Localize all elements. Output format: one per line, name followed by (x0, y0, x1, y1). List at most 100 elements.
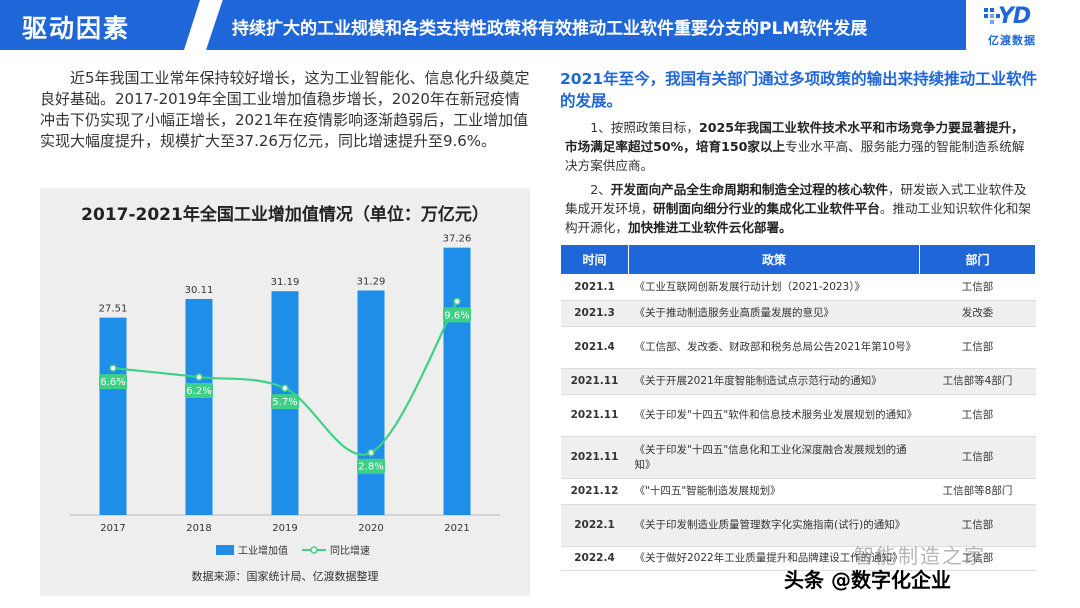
policy-point-2-lead: 2、 (590, 182, 611, 197)
x-tick-label: 2021 (444, 523, 469, 534)
x-tick-label: 2018 (186, 523, 211, 534)
policy-point-2-text-2: 。推动工业知识软件化和架构开源化， (565, 201, 1031, 235)
logo-dots-icon (984, 8, 1000, 24)
row-policy: 《工业互联网创新发展行动计划（2021-2023）》 (628, 274, 920, 301)
row-time: 2021.11 (560, 436, 629, 479)
bar-2020 (357, 290, 385, 515)
growth-rate-label: 6.6% (100, 377, 125, 388)
row-dept: 工信部 (919, 504, 1036, 547)
row-policy: 《"十四五"智能制造发展规划》 (628, 478, 920, 505)
row-policy: 《关于印发"十四五"软件和信息技术服务业发展规划的通知》 (628, 394, 920, 437)
policy-point-2-highlight-1: 开发面向产品全生命周期和制造全过程的核心软件 (610, 182, 888, 197)
legend-line-label: 同比增速 (330, 544, 370, 557)
growth-rate-label-bg (271, 394, 299, 410)
growth-rate-point (281, 384, 289, 392)
policy-point-1-lead: 1、按照政策目标， (590, 120, 699, 135)
bar-value-label: 30.11 (185, 285, 214, 296)
row-policy: 《关于推动制造服务业高质量发展的意见》 (628, 300, 920, 327)
section-label-banner: 驱动因素 (0, 0, 200, 50)
headline-banner: 持续扩大的工业规模和各类支持性政策将有效推动工业软件重要分支的PLM软件发展 (206, 0, 966, 50)
bar-value-label: 31.19 (271, 277, 300, 288)
legend-line-marker (310, 546, 318, 554)
intro-paragraph: 近5年我国工业常年保持较好增长，这为工业智能化、信息化升级奠定良好基础。2017… (40, 69, 530, 150)
page-header: 驱动因素 持续扩大的工业规模和各类支持性政策将有效推动工业软件重要分支的PLM软… (0, 0, 1080, 50)
growth-rate-label-bg (357, 458, 385, 474)
row-dept: 工信部 (919, 546, 1036, 571)
growth-rate-point (453, 297, 461, 306)
row-time: 2021.11 (560, 394, 629, 437)
growth-rate-label: 9.6% (444, 310, 469, 321)
header-dept: 部门 (919, 244, 1036, 275)
table-row: 2021.12 《"十四五"智能制造发展规划》 工信部等8部门 (560, 478, 1036, 505)
policy-point-2-text-1: ，研发嵌入式工业软件及集成开发环境， (565, 182, 1027, 216)
row-time: 2021.4 (560, 326, 629, 369)
row-time: 2021.1 (560, 274, 629, 301)
bar-value-label: 27.51 (99, 304, 128, 315)
policy-point-1-tail: 专业水平高、服务能力强的智能制造系统解决方案供应商。 (565, 139, 1025, 173)
logo-mark: YD (998, 4, 1031, 29)
x-tick-label: 2019 (272, 523, 297, 534)
policy-table: 时间 政策 部门 2021.1 《工业互联网创新发展行动计划（2021-2023… (560, 244, 1036, 571)
row-time: 2021.3 (560, 300, 629, 327)
chart-title: 2017-2021年全国工业增加值情况（单位：万亿元） (81, 205, 489, 225)
row-time: 2021.11 (560, 368, 629, 395)
brand-logo: YD 亿渡数据 (980, 4, 1070, 48)
bar-value-label: 37.26 (443, 234, 472, 245)
row-time: 2022.4 (560, 546, 629, 571)
growth-rate-label-bg (443, 307, 471, 323)
policy-section-title: 2021年至今，我国有关部门通过多项政策的输出来持续推动工业软件的发展。 (560, 70, 1038, 110)
growth-rate-point (109, 364, 117, 372)
row-dept: 发改委 (919, 300, 1036, 327)
chart-source: 数据来源：国家统计局、亿渡数据整理 (191, 570, 379, 583)
table-row: 2021.4 《工信部、发改委、财政部和税务总局公告2021年第10号》 工信部 (560, 326, 1036, 369)
row-policy: 《关于印发制造业质量管理数字化实施指南(试行)的通知》 (628, 504, 920, 547)
table-row: 2021.11 《关于印发"十四五"软件和信息技术服务业发展规划的通知》 工信部 (560, 394, 1036, 437)
row-dept: 工信部等8部门 (919, 478, 1036, 505)
header-policy: 政策 (628, 244, 920, 275)
industrial-value-chart: 27.51 2017 30.11 2018 31.19 2019 31.29 2020 37.2… (70, 234, 500, 557)
growth-rate-line (112, 300, 458, 456)
x-tick-label: 2020 (358, 523, 383, 534)
policy-table-header: 时间 政策 部门 (560, 244, 1036, 275)
row-policy: 《工信部、发改委、财政部和税务总局公告2021年第10号》 (628, 326, 920, 369)
table-row: 2021.3 《关于推动制造服务业高质量发展的意见》 发改委 (560, 300, 1036, 327)
table-row: 2021.11 《关于开展2021年度智能制造试点示范行动的通知》 工信部等4部… (560, 368, 1036, 395)
table-row: 2021.1 《工业互联网创新发展行动计划（2021-2023）》 工信部 (560, 274, 1036, 301)
row-time: 2021.12 (560, 478, 629, 505)
row-policy: 《关于做好2022年工业质量提升和品牌建设工作的通知》 (628, 546, 920, 571)
row-time: 2022.1 (560, 504, 629, 547)
table-row: 2022.1 《关于印发制造业质量管理数字化实施指南(试行)的通知》 工信部 (560, 504, 1036, 547)
policy-point-2-highlight-3: 加快推进工业软件云化部署。 (627, 220, 792, 235)
header-time: 时间 (560, 244, 629, 275)
logo-text: 亿渡数据 (988, 34, 1036, 47)
growth-rate-label-bg (99, 374, 127, 390)
row-policy: 《关于开展2021年度智能制造试点示范行动的通知》 (628, 368, 920, 395)
table-row: 2022.4 《关于做好2022年工业质量提升和品牌建设工作的通知》 工信部 (560, 546, 1036, 571)
growth-rate-label: 5.7% (272, 397, 297, 408)
policy-point-1: 1、按照政策目标，2025年我国工业软件技术水平和市场竞争力要显著提升，市场满足… (565, 118, 1035, 175)
growth-rate-label: 2.8% (358, 462, 383, 473)
legend-bar-swatch (216, 545, 234, 555)
policy-point-2: 2、开发面向产品全生命周期和制造全过程的核心软件，研发嵌入式工业软件及集成开发环… (565, 180, 1035, 237)
growth-rate-point (367, 448, 375, 457)
table-row: 2021.11 《关于印发"十四五"信息化和工业化深度融合发展规划的通知》 工信… (560, 436, 1036, 479)
bar-2018 (185, 298, 213, 515)
growth-rate-label: 6.2% (186, 386, 211, 397)
bar-2017 (99, 317, 127, 515)
policy-point-2-highlight-2: 研制面向细分行业的集成化工业软件平台 (653, 201, 880, 216)
x-tick-label: 2017 (100, 523, 125, 534)
policy-point-1-highlight: 2025年我国工业软件技术水平和市场竞争力要显著提升，市场满足率超过50%，培育… (565, 120, 1024, 154)
chart-card: 2017-2021年全国工业增加值情况（单位：万亿元） 27.51 2017 30.… (40, 188, 530, 596)
legend-bar-label: 工业增加值 (238, 544, 288, 557)
row-dept: 工信部等4部门 (919, 368, 1036, 395)
bar-value-label: 31.29 (357, 276, 386, 287)
row-dept: 工信部 (919, 394, 1036, 437)
headline: 持续扩大的工业规模和各类支持性政策将有效推动工业软件重要分支的PLM软件发展 (232, 19, 868, 39)
row-dept: 工信部 (919, 274, 1036, 301)
growth-rate-point (195, 373, 203, 381)
row-policy: 《关于印发"十四五"信息化和工业化深度融合发展规划的通知》 (628, 436, 920, 479)
row-dept: 工信部 (919, 436, 1036, 479)
section-label: 驱动因素 (22, 14, 131, 43)
row-dept: 工信部 (919, 326, 1036, 369)
bar-2021 (443, 247, 471, 516)
